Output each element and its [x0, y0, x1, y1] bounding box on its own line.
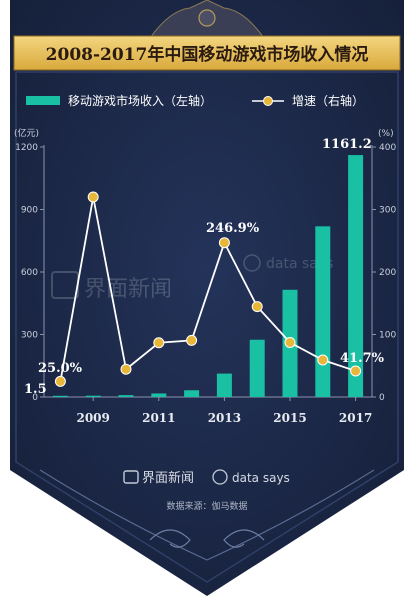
right-tick-label-300: 300: [379, 206, 396, 216]
legend-bar-swatch: [26, 96, 60, 105]
label-2008-revenue: 1.5: [24, 382, 47, 397]
right-tick-label-0: 0: [379, 393, 385, 403]
growth-point-2016: [317, 354, 329, 366]
chart-title: 2008-2017年中国移动游戏市场收入情况: [46, 44, 369, 65]
x-tick-label-2013: 2013: [208, 411, 241, 425]
left-tick-label-300: 300: [21, 331, 38, 341]
footer-brand2: data says: [232, 471, 290, 485]
left-axis-unit: (亿元): [14, 127, 39, 139]
data-source: 数据来源：伽马数据: [166, 500, 247, 512]
x-axis-ticks: 2009 2011 2013 2015 2017: [76, 397, 372, 425]
legend-line-marker: [263, 96, 273, 106]
right-tick-label-100: 100: [379, 331, 396, 341]
left-tick-label-600: 600: [21, 268, 38, 278]
site-watermark: 富运链动科技网: [271, 570, 404, 593]
bottom-ornament-swirl: [149, 529, 265, 548]
x-tick-label-2011: 2011: [142, 411, 175, 425]
bar-2011: [151, 393, 167, 397]
growth-point-2017: [350, 365, 362, 377]
watermark-brand: 界面新闻: [84, 277, 172, 302]
bottom-ornament: [39, 469, 375, 561]
left-axis-ticks: 0 300 600 900 1200: [15, 143, 44, 403]
footer-brand: 界面新闻: [142, 470, 194, 486]
label-2008-growth: 25.0%: [38, 361, 83, 376]
bar-2013: [216, 373, 232, 397]
footer-datasays-icon: [212, 469, 228, 485]
left-tick-label-900: 900: [21, 206, 38, 216]
right-axis-unit: (%): [378, 129, 394, 139]
growth-line: [59, 196, 356, 382]
footer-logos: 界面新闻 data says: [123, 469, 290, 486]
growth-point-2012: [186, 334, 198, 346]
bar-2016: [315, 226, 331, 397]
title-banner: [13, 35, 401, 71]
bar-series: [52, 155, 364, 397]
footer-brand-icon: [123, 470, 139, 484]
growth-point-2013: [218, 237, 230, 249]
crest-jewel: [198, 9, 216, 27]
bar-2008: [52, 395, 68, 397]
growth-point-2008: [54, 375, 66, 387]
bar-2014: [249, 339, 265, 397]
legend-bar-label: 移动游戏市场收入（左轴）: [68, 93, 212, 108]
right-tick-label-200: 200: [379, 268, 396, 278]
panel-inner-border: [15, 71, 399, 583]
label-2017-growth: 41.7%: [340, 351, 385, 366]
panel-background: [10, 0, 404, 596]
growth-point-2010: [120, 363, 132, 375]
growth-point-2011: [153, 337, 165, 349]
x-tick-label-2017: 2017: [339, 411, 372, 425]
right-axis-ticks: 0 100 200 300 400: [372, 143, 396, 403]
legend-line-label: 增速（右轴）: [292, 93, 364, 108]
bar-2017: [348, 155, 364, 397]
x-tick-label-2009: 2009: [76, 411, 109, 425]
left-tick-label-1200: 1200: [15, 143, 38, 153]
bar-2012: [184, 390, 200, 397]
growth-point-2009: [87, 191, 99, 203]
label-2017-revenue: 1161.2: [322, 137, 372, 152]
growth-point-2014: [251, 301, 263, 313]
bar-2009: [85, 395, 101, 397]
bar-2010: [118, 395, 134, 397]
x-tick-label-2015: 2015: [273, 411, 306, 425]
growth-line-series: [54, 191, 362, 387]
left-tick-label-0: 0: [32, 393, 38, 403]
label-2013-growth: 246.9%: [206, 221, 260, 236]
right-tick-label-400: 400: [379, 143, 396, 153]
growth-point-2015: [284, 337, 296, 348]
